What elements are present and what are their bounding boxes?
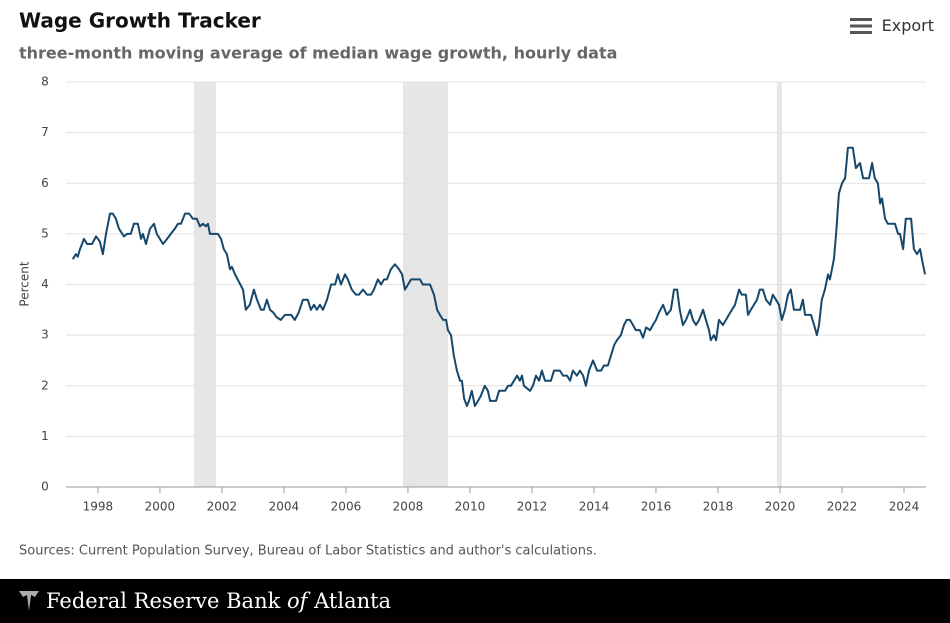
x-tick-label: 2014 xyxy=(579,500,610,514)
x-tick-label: 2006 xyxy=(331,500,362,514)
y-axis-label: Percent xyxy=(18,261,32,306)
logo-icon xyxy=(19,591,39,611)
x-tick-label: 2000 xyxy=(145,500,176,514)
x-tick-label: 1998 xyxy=(83,500,114,514)
wage-growth-line xyxy=(71,146,927,407)
x-tick-label: 2024 xyxy=(889,500,920,514)
footer: Federal Reserve Bank of Atlanta xyxy=(0,579,950,623)
y-tick-label: 5 xyxy=(41,226,49,240)
export-label: Export xyxy=(881,16,934,35)
y-tick-label: 8 xyxy=(41,75,49,89)
export-button[interactable]: Export xyxy=(849,16,934,35)
footer-of: of xyxy=(287,589,308,613)
x-tick-label: 2012 xyxy=(517,500,548,514)
source-note: Sources: Current Population Survey, Bure… xyxy=(19,544,597,559)
y-tick-label: 1 xyxy=(41,429,49,443)
y-tick-label: 6 xyxy=(41,176,49,190)
x-tick-label: 2004 xyxy=(269,500,300,514)
x-tick-label: 2022 xyxy=(827,500,858,514)
x-tick-label: 2018 xyxy=(703,500,734,514)
chart: Wage Growth Tracker three-month moving a… xyxy=(18,9,927,559)
chart-subtitle: three-month moving average of median wag… xyxy=(19,44,617,63)
y-tick-label: 3 xyxy=(41,328,49,342)
x-tick-label: 2010 xyxy=(455,500,486,514)
footer-name-end: Atlanta xyxy=(314,589,392,613)
x-tick-label: 2002 xyxy=(207,500,238,514)
y-tick-label: 2 xyxy=(41,378,49,392)
x-tick-label: 2016 xyxy=(641,500,672,514)
x-tick-label: 2008 xyxy=(393,500,424,514)
chart-title: Wage Growth Tracker xyxy=(19,9,261,33)
y-tick-label: 0 xyxy=(41,480,49,494)
x-tick-label: 2020 xyxy=(765,500,796,514)
y-tick-label: 7 xyxy=(41,125,49,139)
background-layer xyxy=(66,81,926,488)
footer-name: Federal Reserve Bank xyxy=(46,589,281,613)
y-tick-label: 4 xyxy=(41,277,49,291)
menu-icon xyxy=(849,17,872,34)
